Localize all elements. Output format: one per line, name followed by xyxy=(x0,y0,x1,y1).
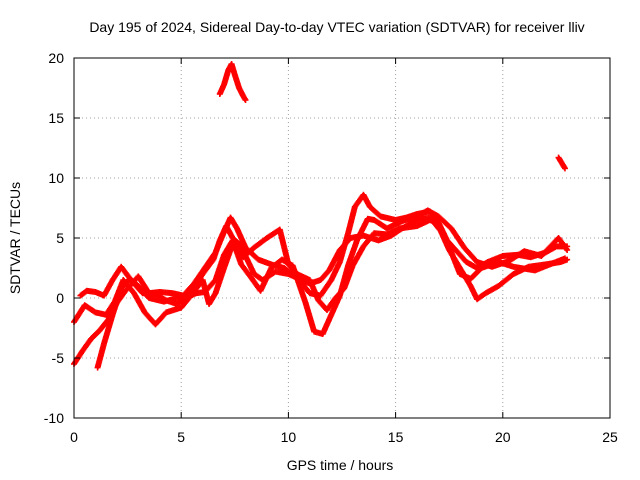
y-tick-label: 10 xyxy=(48,170,64,186)
sample-point xyxy=(563,245,570,252)
series-track-3 xyxy=(71,217,568,328)
sample-point xyxy=(472,256,479,263)
sample-point xyxy=(248,246,255,253)
sample-point xyxy=(129,288,136,294)
x-tick-label: 20 xyxy=(495,429,511,445)
sample-point xyxy=(508,272,515,279)
sample-point xyxy=(305,288,312,294)
y-tick-label: 15 xyxy=(48,110,64,126)
chart-title: Day 195 of 2024, Sidereal Day-to-day VTE… xyxy=(89,19,584,35)
x-tick-label: 10 xyxy=(281,429,297,445)
y-axis-label: SDTVAR / TECUs xyxy=(7,182,23,294)
sample-point xyxy=(210,279,217,286)
x-tick-label: 15 xyxy=(388,429,404,445)
series-fragment-a xyxy=(216,61,249,103)
data-points xyxy=(71,61,571,371)
series-fragment-b xyxy=(555,154,568,172)
sample-point xyxy=(137,288,144,295)
sample-point xyxy=(90,307,97,314)
sample-point xyxy=(324,269,331,276)
x-tick-label: 25 xyxy=(602,429,618,445)
sample-point xyxy=(261,236,268,243)
sample-point xyxy=(345,262,352,269)
y-tick-label: -5 xyxy=(52,350,65,366)
sample-point xyxy=(326,279,333,286)
sample-point xyxy=(461,256,468,263)
sample-point xyxy=(561,164,568,171)
y-tick-label: -10 xyxy=(44,410,64,426)
x-tick-label: 0 xyxy=(70,429,78,445)
grid xyxy=(74,58,610,418)
sample-point xyxy=(560,255,567,262)
sample-point xyxy=(345,237,352,244)
x-axis-label: GPS time / hours xyxy=(287,457,394,473)
sample-point xyxy=(446,223,453,230)
sample-point xyxy=(241,95,248,102)
x-tick-label: 5 xyxy=(177,429,185,445)
series-track-4 xyxy=(77,207,571,337)
y-tick-label: 20 xyxy=(48,50,64,66)
y-tick-label: 5 xyxy=(56,230,64,246)
sample-point xyxy=(161,311,168,318)
sample-point xyxy=(253,254,260,261)
y-tick-label: 0 xyxy=(56,290,64,306)
sample-point xyxy=(375,211,382,218)
axis-ticks: 0 5 10 15 20 25 -10 -5 0 5 10 15 20 xyxy=(44,50,618,445)
sample-point xyxy=(369,232,376,239)
sample-point xyxy=(476,266,483,273)
